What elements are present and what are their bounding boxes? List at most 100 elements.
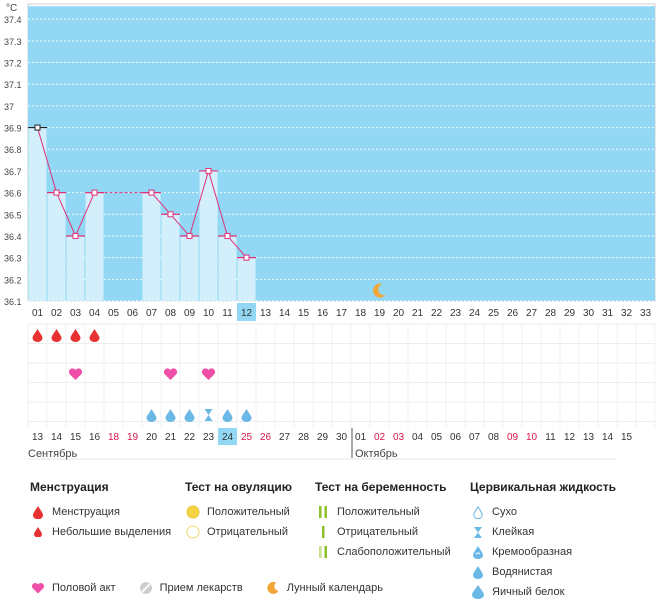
watery-fluid-icon [184, 409, 195, 422]
cycle-day-label: 32 [621, 308, 633, 319]
watery-fluid-icon [146, 409, 157, 422]
y-tick-label: 36.4 [4, 232, 22, 242]
bbt-chart: °C 36.1 36.2 36.3 36.4 36.5 36.6 36.7 36.8 36.9 37… [4, 3, 656, 460]
calendar-date-label: 26 [260, 432, 272, 443]
heart-icon [30, 580, 46, 596]
y-tick-label: 37.4 [4, 15, 22, 25]
cycle-day-label: 14 [279, 308, 291, 319]
calendar-date-label: 13 [32, 432, 44, 443]
calendar-date-label: 21 [165, 432, 177, 443]
cycle-day-label: 05 [108, 308, 120, 319]
y-tick-label: 36.1 [4, 297, 22, 307]
legend-label: Отрицательный [337, 526, 418, 538]
temperature-point [186, 232, 193, 239]
hourglass-icon [470, 524, 486, 540]
temperature-point [72, 232, 79, 239]
legend-ovulation: Тест на овуляцию Положительный Отрицател… [185, 480, 292, 542]
calendar-date-label: 09 [507, 432, 519, 443]
cycle-day-label: 28 [545, 308, 557, 319]
bottom-legend: Половой акт Прием лекарств Лунный календ… [30, 580, 405, 596]
eggwhite-drop-icon [470, 584, 486, 600]
legend-label: Кремообразная [492, 546, 573, 558]
heart-icon [68, 368, 83, 380]
small-drop-red-icon [30, 524, 46, 540]
calendar-date-label: 20 [146, 432, 158, 443]
cycle-day-label: 08 [165, 308, 177, 319]
y-tick-label: 36.8 [4, 145, 22, 155]
calendar-date-label: 18 [108, 432, 120, 443]
today-highlight [218, 428, 237, 445]
calendar-date-label: 15 [621, 432, 633, 443]
watery-fluid-icon [241, 409, 252, 422]
cycle-day-label: 31 [602, 308, 614, 319]
legend-item: Клейкая [470, 522, 616, 542]
legend-label: Положительный [207, 506, 290, 518]
cycle-day-label: 27 [526, 308, 538, 319]
cycle-day-label: 23 [450, 308, 462, 319]
cycle-day-label: 24 [469, 308, 481, 319]
legend-item: Прием лекарств [138, 580, 243, 596]
unit-label: °C [6, 3, 17, 14]
calendar-date-label: 15 [70, 432, 82, 443]
calendar-date-label: 19 [127, 432, 139, 443]
calendar-date-label: 04 [412, 432, 424, 443]
y-tick-label: 37.2 [4, 59, 22, 69]
temperature-bar [180, 235, 199, 301]
moon-icon [265, 580, 281, 596]
temperature-line [56, 192, 76, 237]
drop-red-icon [30, 504, 46, 520]
cycle-day-label: 12 [241, 308, 253, 319]
temperature-bar [161, 214, 180, 301]
legend-item: Водянистая [470, 562, 616, 582]
y-tick-label: 36.2 [4, 275, 22, 285]
legend-item: Кремообразная [470, 542, 616, 562]
temperature-bar [47, 192, 66, 301]
menstruation-drop-icon [51, 329, 62, 342]
cycle-day-label: 26 [507, 308, 519, 319]
two-stripes-icon [315, 504, 331, 520]
legend-label: Отрицательный [207, 526, 288, 538]
temperature-line [151, 192, 171, 215]
faint-stripes-icon [315, 544, 331, 560]
legend-label: Яичный белок [492, 586, 565, 598]
y-tick-label: 37 [4, 102, 14, 112]
calendar-date-label: 03 [393, 432, 405, 443]
cycle-day-label: 06 [127, 308, 139, 319]
one-stripe-icon [315, 524, 331, 540]
cycle-day-label: 02 [51, 308, 63, 319]
cycle-day-label: 10 [203, 308, 215, 319]
temperature-point [148, 189, 155, 196]
calendar-date-label: 22 [184, 432, 196, 443]
cycle-day-label: 09 [184, 308, 196, 319]
legend-item: Яичный белок [470, 582, 616, 602]
legend-label: Положительный [337, 506, 420, 518]
calendar-date-label: 01 [355, 432, 367, 443]
month-label: Сентябрь [28, 448, 78, 460]
calendar-date-label: 16 [89, 432, 101, 443]
calendar-date-label: 07 [469, 432, 481, 443]
temperature-bar [142, 192, 161, 301]
temperature-bar [28, 127, 47, 302]
legend-item: Отрицательный [185, 522, 292, 542]
calendar-date-label: 08 [488, 432, 500, 443]
circle-filled-icon [185, 504, 201, 520]
legend-item: Сухо [470, 502, 616, 522]
cycle-day-label: 25 [488, 308, 500, 319]
cycle-day-label: 33 [640, 308, 652, 319]
legend-label: Менструация [52, 506, 120, 518]
cycle-day-label: 29 [564, 308, 576, 319]
calendar-date-label: 06 [450, 432, 462, 443]
legend-label: Клейкая [492, 526, 535, 538]
legend-ovulation-title: Тест на овуляцию [185, 480, 292, 494]
cycle-day-label: 07 [146, 308, 158, 319]
calendar-date-label: 14 [602, 432, 614, 443]
menstruation-drop-icon [32, 329, 43, 342]
calendar-date-label: 13 [583, 432, 595, 443]
calendar-date-label: 05 [431, 432, 443, 443]
temperature-point [224, 232, 231, 239]
calendar-date-label: 27 [279, 432, 291, 443]
cycle-day-label: 15 [298, 308, 310, 319]
temperature-bar [218, 235, 237, 301]
legend-menstruation-title: Менструация [30, 480, 109, 494]
calendar-date-label: 11 [545, 432, 556, 443]
